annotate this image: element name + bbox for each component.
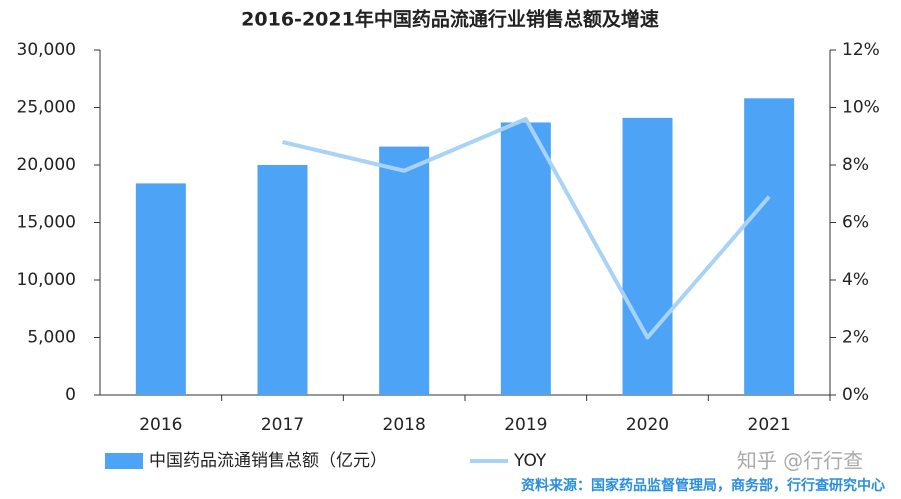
y2-tick-label: 4% bbox=[842, 270, 869, 290]
x-tick-label: 2017 bbox=[261, 415, 304, 435]
x-tick-label: 2021 bbox=[748, 415, 791, 435]
bar bbox=[257, 165, 308, 395]
y-tick-label: 30,000 bbox=[17, 40, 76, 60]
bar bbox=[379, 146, 430, 395]
y2-tick-label: 10% bbox=[842, 98, 880, 118]
legend-swatch bbox=[105, 453, 143, 469]
y2-tick-label: 8% bbox=[842, 155, 869, 175]
y2-tick-label: 6% bbox=[842, 213, 869, 233]
source: 资料来源：国家药品监督管理局，商务部，行行查研究中心 bbox=[521, 477, 885, 494]
legend-label: YOY bbox=[513, 451, 547, 471]
x-tick-label: 2016 bbox=[139, 415, 182, 435]
line bbox=[282, 117, 771, 340]
x-tick-label: 2020 bbox=[626, 415, 669, 435]
y2-tick-label: 12% bbox=[842, 40, 880, 60]
bar bbox=[744, 98, 795, 396]
y-tick-label: 0 bbox=[65, 385, 76, 405]
legend-label: 中国药品流通销售总额（亿元） bbox=[149, 451, 387, 471]
y-tick-label: 20,000 bbox=[17, 155, 76, 175]
y2-tick-label: 0% bbox=[842, 385, 869, 405]
y2-tick-label: 2% bbox=[842, 328, 869, 348]
y-tick-label: 5,000 bbox=[27, 328, 76, 348]
x-tick-label: 2018 bbox=[383, 415, 426, 435]
y-tick-label: 15,000 bbox=[17, 213, 76, 233]
bar bbox=[500, 122, 551, 395]
chart-title: 2016-2021年中国药品流通行业销售总额及增速 bbox=[241, 8, 659, 31]
x-tick-label: 2019 bbox=[504, 415, 547, 435]
watermark: 知乎 @行行查 bbox=[737, 449, 863, 473]
bar bbox=[135, 183, 186, 395]
y-tick-label: 10,000 bbox=[17, 270, 76, 290]
bar bbox=[622, 117, 673, 395]
y-tick-label: 25,000 bbox=[17, 98, 76, 118]
